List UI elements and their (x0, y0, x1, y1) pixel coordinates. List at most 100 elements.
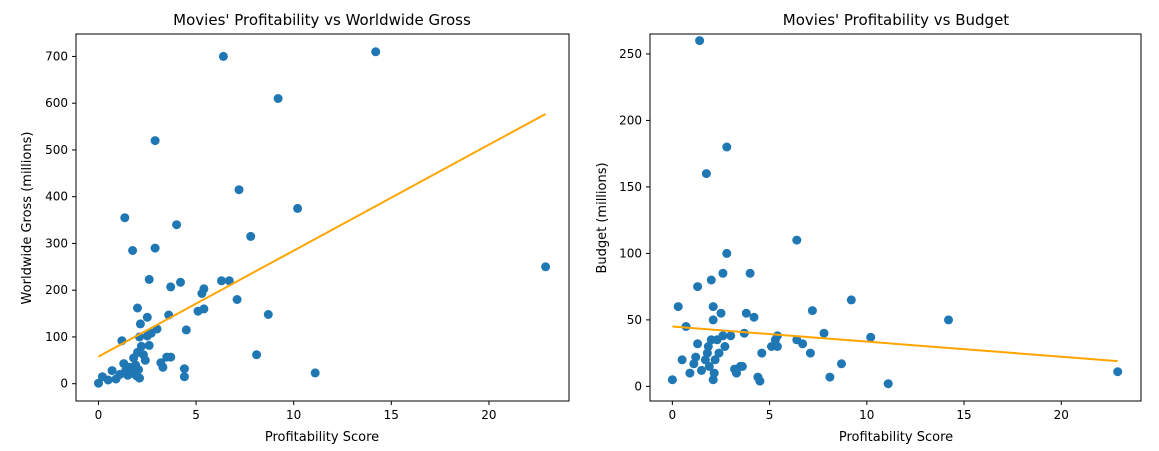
plot-frame-budget (649, 33, 1142, 402)
data-point-budget (846, 295, 856, 305)
y-tick-label: 200 (45, 283, 68, 297)
data-point-gross (120, 213, 130, 223)
data-point-gross (371, 47, 381, 57)
data-point-budget (720, 342, 730, 351)
y-tick-label: 400 (45, 190, 68, 204)
data-point-budget (722, 248, 732, 258)
y-axis-label-budget: Budget (millions) (595, 162, 610, 273)
data-point-budget (741, 308, 751, 318)
data-point-gross (128, 246, 138, 255)
data-point-budget (805, 348, 815, 358)
x-tick-label: 20 (1054, 408, 1069, 422)
y-tick-label: 200 (619, 113, 642, 127)
data-point-budget (726, 331, 736, 341)
data-point-gross (134, 365, 143, 375)
data-point-budget (708, 302, 718, 312)
data-point-gross (252, 350, 262, 360)
data-point-budget (755, 376, 765, 386)
data-point-budget (703, 342, 713, 351)
data-point-gross (263, 310, 273, 319)
data-point-budget (704, 361, 714, 371)
data-point-gross (199, 304, 209, 314)
data-point-gross (218, 51, 228, 61)
data-point-budget (693, 282, 703, 292)
data-point-budget (757, 348, 767, 358)
data-point-budget (702, 348, 712, 358)
y-tick-label: 700 (45, 49, 68, 63)
x-tick-label: 10 (286, 408, 301, 422)
data-point-gross (135, 373, 144, 383)
x-tick-label: 10 (859, 408, 874, 422)
chart-title-gross: Movies' Profitability vs Worldwide Gross (173, 11, 471, 29)
data-point-budget (883, 379, 893, 389)
data-point-gross (135, 319, 145, 329)
y-tick-label: 500 (45, 143, 68, 157)
y-tick-label: 250 (619, 47, 642, 61)
data-point-budget (866, 332, 876, 342)
plot-frame-gross (75, 33, 570, 402)
data-point-gross (179, 372, 189, 382)
data-point-budget (710, 355, 720, 365)
data-point-gross (133, 303, 142, 313)
data-point-budget (732, 368, 741, 378)
data-point-gross (217, 276, 226, 286)
data-point-gross (158, 362, 168, 372)
data-point-budget (772, 342, 782, 351)
data-point-gross (94, 378, 103, 388)
x-tick-label: 5 (192, 408, 200, 422)
data-point-budget (718, 331, 728, 341)
scatter-plot-gross: Movies' Profitability vs Worldwide Gross… (20, 11, 570, 445)
data-point-gross (232, 295, 242, 304)
data-point-budget (691, 352, 701, 362)
data-point-gross (181, 325, 191, 335)
data-point-gross (150, 243, 160, 253)
data-point-budget (708, 375, 718, 385)
y-tick-label: 50 (627, 313, 642, 327)
x-tick-label: 5 (766, 408, 774, 422)
data-point-gross (273, 94, 283, 103)
data-point-budget (825, 372, 835, 382)
data-point-gross (179, 364, 189, 374)
x-tick-label: 0 (95, 408, 103, 422)
data-point-budget (677, 355, 687, 365)
chart-title-budget: Movies' Profitability vs Budget (783, 11, 1009, 29)
y-tick-label: 150 (619, 180, 642, 194)
data-point-budget (697, 365, 706, 375)
data-point-budget (1113, 367, 1123, 377)
data-point-budget (701, 169, 711, 179)
data-point-budget (745, 268, 755, 278)
data-point-budget (837, 359, 846, 369)
y-tick-label: 600 (45, 96, 68, 110)
data-point-gross (103, 375, 113, 385)
data-point-budget (708, 315, 718, 325)
data-point-gross (166, 352, 176, 362)
data-point-gross (144, 340, 154, 350)
x-tick-label: 20 (481, 408, 496, 422)
trend-line-budget (672, 325, 1118, 363)
data-point-gross (234, 185, 244, 195)
data-point-budget (718, 268, 728, 278)
data-point-budget (673, 302, 683, 312)
data-point-gross (176, 277, 185, 287)
data-point-gross (310, 368, 320, 378)
data-point-budget (695, 36, 705, 46)
scatter-plot-budget: Movies' Profitability vs Budget 0 5 10 15 20… (595, 11, 1142, 445)
data-point-gross (246, 231, 256, 241)
data-point-budget (737, 361, 747, 371)
y-tick-label: 100 (45, 330, 68, 344)
data-point-budget (693, 339, 703, 349)
y-tick-label: 300 (45, 236, 68, 250)
data-point-budget (706, 275, 716, 285)
data-point-budget (685, 368, 695, 378)
data-point-budget (807, 306, 817, 316)
data-point-gross (150, 136, 160, 146)
data-point-budget (709, 368, 719, 378)
y-tick-label: 100 (619, 246, 642, 260)
data-point-gross (293, 203, 303, 213)
data-point-budget (798, 339, 808, 349)
x-tick-label: 15 (956, 408, 971, 422)
data-point-budget (714, 348, 724, 358)
data-point-gross (224, 276, 234, 286)
data-point-budget (944, 315, 953, 325)
x-axis-label-gross: Profitability Score (265, 430, 379, 445)
